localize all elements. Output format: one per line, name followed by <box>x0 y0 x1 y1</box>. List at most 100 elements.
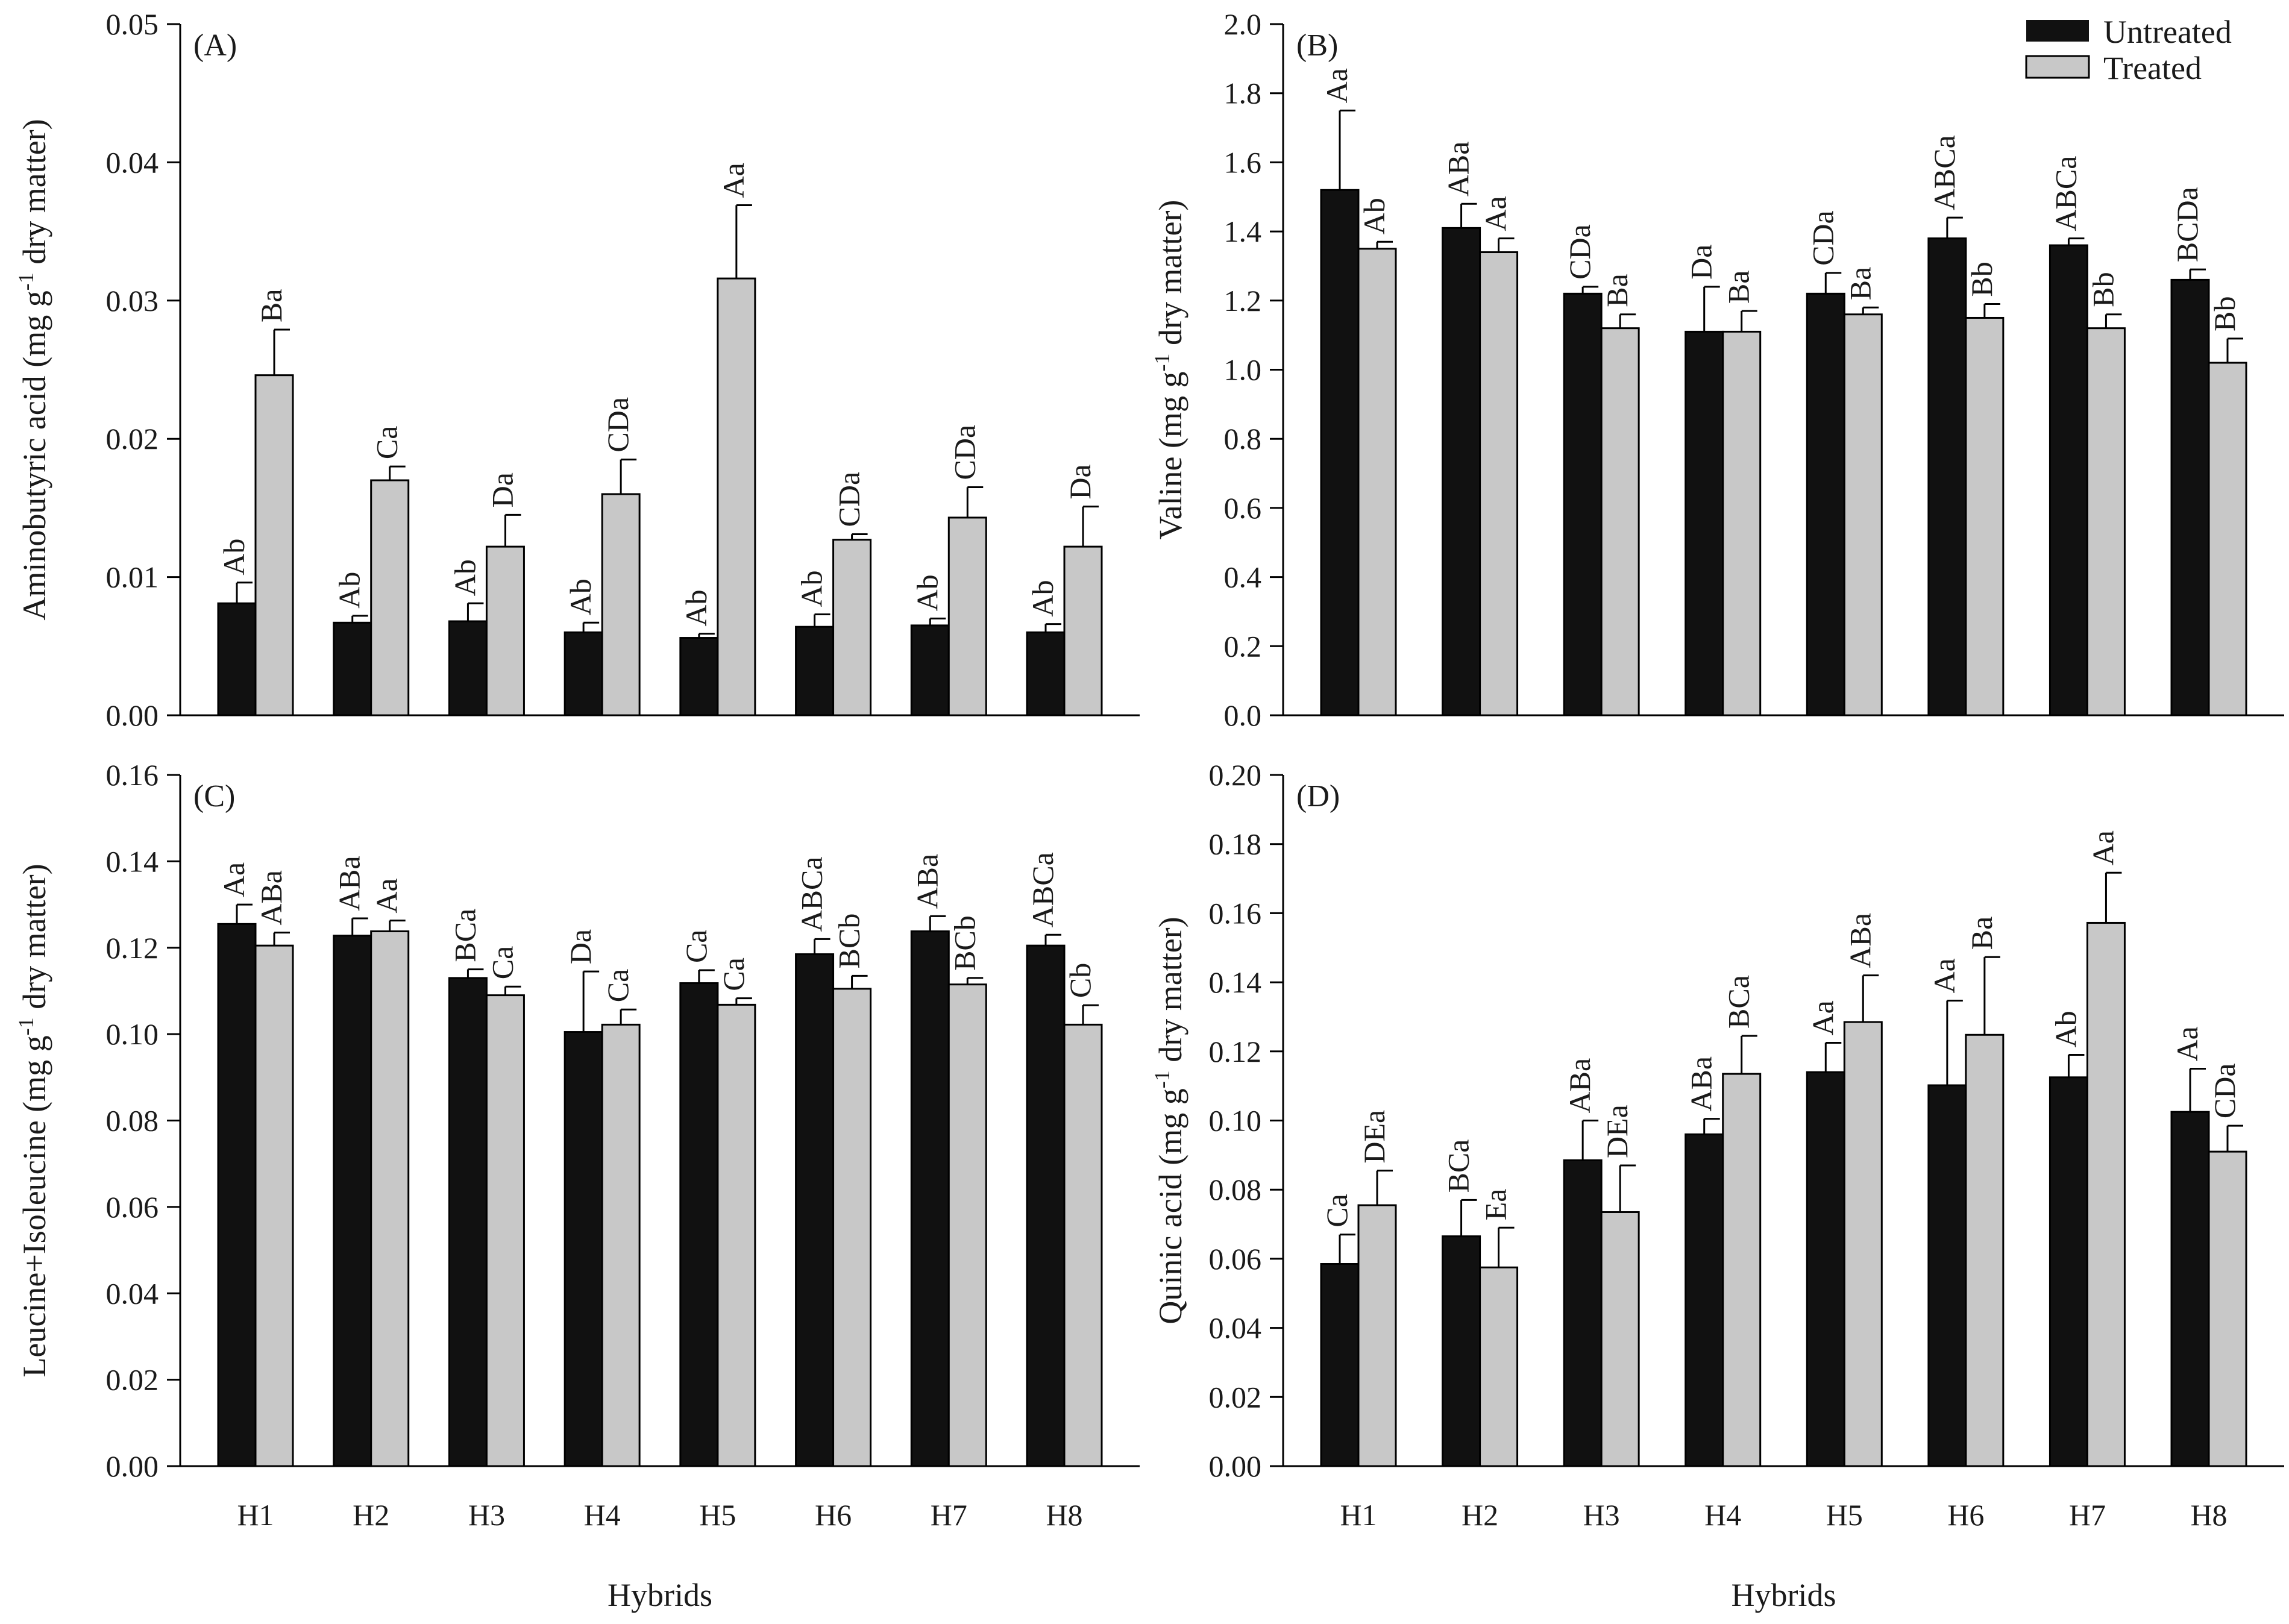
significance-label: ABa <box>910 854 944 909</box>
significance-label: Ea <box>1479 1189 1513 1221</box>
bar-treated-H2 <box>370 930 410 1467</box>
x-tick-label: H3 <box>468 1498 505 1532</box>
bar-untreated-H7 <box>2049 244 2088 716</box>
significance-label: Bb <box>2086 272 2120 307</box>
bar-untreated-H7 <box>910 624 950 716</box>
significance-label: ABCa <box>1927 135 1961 210</box>
significance-label: Ca <box>370 426 404 460</box>
significance-label: Ba <box>1600 274 1634 307</box>
bar-treated-H1 <box>1357 1204 1397 1467</box>
bar-treated-H5 <box>717 1003 756 1467</box>
bar-untreated-H2 <box>333 621 372 716</box>
panel-label: (D) <box>1296 779 1340 814</box>
y-axis-title: Leucine+Isoleucine (mg g-1 dry matter) <box>14 864 52 1377</box>
significance-label: ABCa <box>2049 156 2082 231</box>
panel-label: (C) <box>193 779 235 814</box>
y-tick-label: 0.02 <box>1209 1380 1262 1414</box>
panel-3: 0.00 0.02 0.04 0.06 0.08 0.10 0.12 0.14 0.16 Leuc… <box>14 758 1140 1613</box>
significance-label: CDa <box>832 472 866 527</box>
x-tick-label: H4 <box>584 1498 621 1532</box>
significance-label: DEa <box>1600 1105 1634 1158</box>
y-tick-label: 0.10 <box>1209 1104 1262 1138</box>
y-tick-label: 0.00 <box>1209 1449 1262 1483</box>
bar-untreated-H4 <box>1685 330 1724 716</box>
bar-treated-H4 <box>601 1023 641 1467</box>
y-tick-label: 0.10 <box>106 1017 159 1051</box>
legend-swatch-untreated <box>2026 20 2089 42</box>
bar-treated-H3 <box>485 545 525 716</box>
bar-treated-H6 <box>1965 1033 2005 1467</box>
significance-label: Ba <box>254 289 288 322</box>
y-tick-label: 0.12 <box>106 931 159 965</box>
significance-label: Ab <box>2049 1011 2082 1047</box>
y-tick-label: 1.0 <box>1224 353 1262 387</box>
y-tick-label: 0.04 <box>106 1276 159 1310</box>
panel-1: 0.00 0.01 0.02 0.03 0.04 0.05 Aminobutyric aci… <box>14 7 1140 732</box>
bar-treated-H8 <box>1063 545 1103 716</box>
y-tick-label: 1.8 <box>1224 77 1262 110</box>
significance-label: Ca <box>679 929 713 963</box>
bar-treated-H4 <box>1722 1073 1762 1467</box>
panel-2: 0.0 0.2 0.4 0.6 0.8 1.0 1.2 1.4 1.6 1.8 2.0 Valine … <box>1150 7 2284 732</box>
bar-treated-H2 <box>370 479 410 716</box>
significance-label: Bb <box>1965 262 1999 296</box>
bar-untreated-H6 <box>795 953 835 1467</box>
y-tick-label: 0.16 <box>106 758 159 792</box>
y-tick-label: 0.02 <box>106 422 159 456</box>
significance-label: Ca <box>1320 1194 1354 1227</box>
bar-treated-H7 <box>2086 921 2126 1467</box>
bar-untreated-H3 <box>1563 292 1603 716</box>
bar-untreated-H4 <box>564 631 603 716</box>
y-tick-label: 0.14 <box>106 844 159 878</box>
y-tick-label: 1.6 <box>1224 145 1262 179</box>
panel-label: (A) <box>193 28 237 63</box>
y-tick-label: 1.2 <box>1224 284 1262 318</box>
significance-label: Da <box>564 929 597 964</box>
significance-label: ABa <box>333 856 366 911</box>
bar-untreated-H3 <box>448 620 488 716</box>
y-tick-label: 0.06 <box>106 1190 159 1224</box>
bar-treated-H4 <box>1722 330 1762 716</box>
significance-label: ABa <box>1442 142 1475 197</box>
bar-treated-H6 <box>1965 316 2005 716</box>
y-tick-label: 0.06 <box>1209 1242 1262 1276</box>
significance-label: Ab <box>564 578 597 615</box>
bar-untreated-H1 <box>217 923 257 1467</box>
x-tick-label: H8 <box>2190 1498 2227 1532</box>
panel-4: 0.00 0.02 0.04 0.06 0.08 0.10 0.12 0.14 0.16 0.18… <box>1150 758 2284 1613</box>
y-tick-label: 0.05 <box>106 7 159 41</box>
legend-label-treated: Treated <box>2103 50 2202 86</box>
bar-treated-H1 <box>1357 248 1397 716</box>
bar-untreated-H1 <box>1320 189 1360 716</box>
significance-label: Ab <box>333 572 366 609</box>
bar-untreated-H5 <box>1806 292 1845 716</box>
significance-label: Ab <box>910 574 944 611</box>
bar-treated-H3 <box>1600 1211 1640 1467</box>
significance-label: ABa <box>1685 1056 1718 1112</box>
y-tick-label: 0.04 <box>106 145 159 179</box>
bar-treated-H4 <box>601 493 641 716</box>
bar-untreated-H7 <box>910 930 950 1467</box>
significance-label: Aa <box>1479 196 1513 231</box>
bar-untreated-H6 <box>1927 1084 1967 1467</box>
significance-label: CDa <box>601 397 635 453</box>
bar-untreated-H5 <box>679 982 719 1467</box>
x-tick-label: H1 <box>237 1498 274 1532</box>
significance-label: ABa <box>254 870 288 926</box>
bar-treated-H7 <box>947 983 987 1467</box>
significance-label: Aa <box>1806 1000 1839 1035</box>
y-tick-label: 0.00 <box>106 698 159 732</box>
legend: Untreated Treated <box>2025 14 2232 86</box>
x-tick-label: H6 <box>1947 1498 1984 1532</box>
bar-untreated-H3 <box>448 977 488 1467</box>
significance-label: Ab <box>1026 580 1060 616</box>
y-tick-label: 0.2 <box>1224 629 1262 663</box>
x-tick-label: H2 <box>353 1498 389 1532</box>
bar-treated-H6 <box>832 988 872 1467</box>
y-tick-label: 0.4 <box>1224 560 1262 594</box>
y-axis-title: Valine (mg g-1 dry matter) <box>1150 200 1188 540</box>
significance-label: Aa <box>2086 830 2120 865</box>
bar-untreated-H4 <box>1685 1133 1724 1467</box>
significance-label: Ca <box>717 958 750 991</box>
y-tick-label: 0.00 <box>106 1449 159 1483</box>
